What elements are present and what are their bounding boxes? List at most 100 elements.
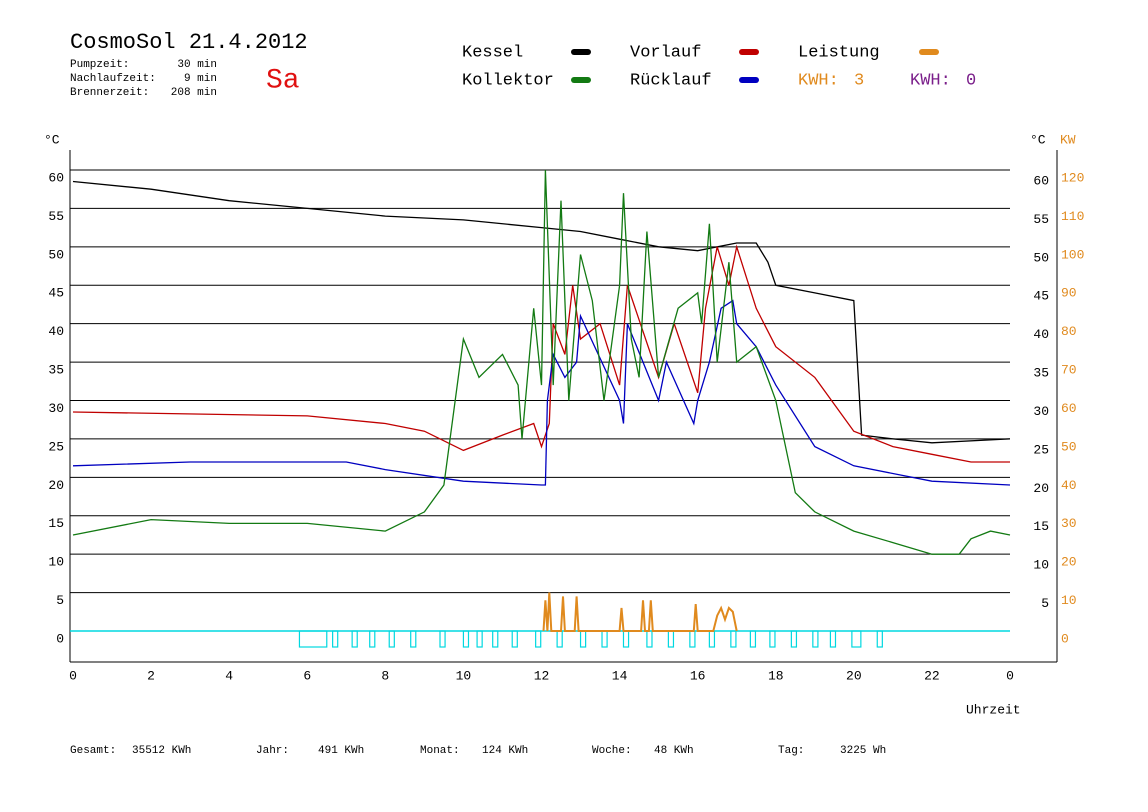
y-right-tick-label: 55 bbox=[1033, 212, 1049, 227]
y-tick-label: 0 bbox=[56, 631, 64, 646]
total-value: 48 KWh bbox=[654, 745, 694, 757]
series-line bbox=[72, 180, 1011, 444]
info-value: 30 min bbox=[177, 59, 217, 71]
y2-tick-label: 120 bbox=[1061, 170, 1084, 185]
y-right-tick-label: 45 bbox=[1033, 289, 1049, 304]
y-unit-right: °C bbox=[1030, 132, 1046, 147]
y-tick-label: 60 bbox=[48, 170, 64, 185]
y-right-tick-label: 30 bbox=[1033, 404, 1049, 419]
info-label: Nachlaufzeit: bbox=[70, 73, 156, 85]
y-tick-label: 20 bbox=[48, 478, 64, 493]
y2-tick-label: 110 bbox=[1061, 209, 1084, 224]
x-tick-label: 6 bbox=[303, 668, 311, 683]
y2-tick-label: 70 bbox=[1061, 363, 1077, 378]
y-tick-label: 55 bbox=[48, 209, 64, 224]
pump-interval bbox=[769, 630, 776, 648]
pump-interval bbox=[851, 630, 862, 648]
y-tick-label: 25 bbox=[48, 439, 64, 454]
x-tick-label: 14 bbox=[612, 668, 628, 683]
y-tick-label: 50 bbox=[48, 247, 64, 262]
pump-interval bbox=[708, 630, 716, 648]
info-label: Pumpzeit: bbox=[70, 59, 129, 71]
pump-interval bbox=[535, 630, 542, 648]
pump-interval bbox=[388, 630, 395, 648]
y-right-tick-label: 20 bbox=[1033, 481, 1049, 496]
y-tick-label: 35 bbox=[48, 363, 64, 378]
series-line bbox=[72, 299, 1011, 486]
y-tick-label: 5 bbox=[56, 593, 64, 608]
total-label: Woche: bbox=[592, 745, 632, 757]
y-tick-label: 15 bbox=[48, 516, 64, 531]
x-tick-label: 0 bbox=[69, 668, 77, 683]
x-tick-label: 2 bbox=[147, 668, 155, 683]
pump-interval bbox=[492, 630, 499, 648]
x-tick-label: 12 bbox=[534, 668, 550, 683]
y2-tick-label: 20 bbox=[1061, 555, 1077, 570]
y-tick-label: 30 bbox=[48, 401, 64, 416]
x-tick-label: 16 bbox=[690, 668, 706, 683]
chart-title: CosmoSol 21.4.2012 bbox=[70, 30, 308, 55]
pump-interval bbox=[749, 630, 757, 648]
info-value: 9 min bbox=[184, 73, 217, 85]
pump-interval bbox=[579, 630, 587, 648]
y2-tick-label: 100 bbox=[1061, 247, 1084, 262]
pump-interval bbox=[790, 630, 798, 648]
y-right-tick-label: 50 bbox=[1033, 250, 1049, 265]
x-tick-label: 22 bbox=[924, 668, 940, 683]
kwh-label: KWH: bbox=[798, 71, 839, 90]
kwh-value: 3 bbox=[854, 71, 864, 90]
x-axis-label: Uhrzeit bbox=[966, 702, 1021, 717]
y-right-tick-label: 60 bbox=[1033, 173, 1049, 188]
x-tick-label: 8 bbox=[381, 668, 389, 683]
pump-interval bbox=[730, 630, 737, 648]
pump-interval bbox=[812, 630, 819, 648]
y-tick-label: 45 bbox=[48, 286, 64, 301]
pump-interval bbox=[410, 630, 417, 648]
y-right-tick-label: 25 bbox=[1033, 442, 1049, 457]
y-right-tick-label: 35 bbox=[1033, 366, 1049, 381]
info-label: Brennerzeit: bbox=[70, 87, 149, 99]
y2-tick-label: 0 bbox=[1061, 631, 1069, 646]
y2-tick-label: 50 bbox=[1061, 439, 1077, 454]
x-tick-label: 0 bbox=[1006, 668, 1014, 683]
total-value: 124 KWh bbox=[482, 745, 528, 757]
x-tick-label: 18 bbox=[768, 668, 784, 683]
pump-interval bbox=[829, 630, 837, 648]
x-tick-label: 10 bbox=[456, 668, 472, 683]
y-tick-label: 10 bbox=[48, 555, 64, 570]
x-tick-label: 20 bbox=[846, 668, 862, 683]
y-right-tick-label: 15 bbox=[1033, 519, 1049, 534]
legend-label: Kessel bbox=[462, 43, 523, 62]
y2-unit: KW bbox=[1060, 132, 1076, 147]
x-tick-label: 4 bbox=[225, 668, 233, 683]
pump-interval bbox=[876, 630, 883, 648]
pump-interval bbox=[622, 630, 630, 648]
pump-interval bbox=[332, 630, 339, 648]
total-value: 35512 KWh bbox=[132, 745, 191, 757]
y-unit: °C bbox=[44, 132, 60, 147]
pump-interval bbox=[462, 630, 470, 648]
y2-tick-label: 60 bbox=[1061, 401, 1077, 416]
series-line bbox=[542, 592, 738, 632]
legend-label: Leistung bbox=[798, 43, 880, 62]
total-label: Jahr: bbox=[256, 745, 289, 757]
total-value: 491 KWh bbox=[318, 745, 364, 757]
y-right-tick-label: 5 bbox=[1041, 596, 1049, 611]
y2-tick-label: 40 bbox=[1061, 478, 1077, 493]
pump-interval bbox=[556, 630, 563, 648]
y-right-tick-label: 40 bbox=[1033, 327, 1049, 342]
y2-tick-label: 10 bbox=[1061, 593, 1077, 608]
info-value: 208 min bbox=[171, 87, 217, 99]
pump-interval bbox=[511, 630, 518, 648]
pump-interval bbox=[298, 630, 328, 648]
legend-label: Kollektor bbox=[462, 71, 554, 90]
pump-interval bbox=[646, 630, 653, 648]
total-value: 3225 Wh bbox=[840, 745, 886, 757]
pump-interval bbox=[439, 630, 446, 648]
y2-tick-label: 90 bbox=[1061, 286, 1077, 301]
series-line bbox=[72, 169, 1011, 555]
total-label: Monat: bbox=[420, 745, 460, 757]
y2-tick-label: 80 bbox=[1061, 324, 1077, 339]
y-tick-label: 40 bbox=[48, 324, 64, 339]
